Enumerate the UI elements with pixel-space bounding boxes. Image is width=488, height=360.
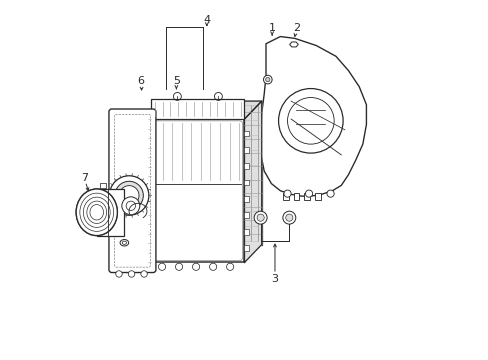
Circle shape xyxy=(158,263,165,270)
Bar xyxy=(97,189,123,235)
Polygon shape xyxy=(260,37,366,196)
Bar xyxy=(151,99,244,119)
Ellipse shape xyxy=(122,241,126,244)
Bar xyxy=(314,193,320,200)
Polygon shape xyxy=(147,101,261,119)
Circle shape xyxy=(122,197,140,215)
Text: 8: 8 xyxy=(135,175,142,185)
Polygon shape xyxy=(244,101,261,262)
Circle shape xyxy=(116,271,122,277)
Bar xyxy=(244,229,248,235)
Bar xyxy=(244,245,248,251)
Text: 4: 4 xyxy=(203,15,210,26)
Circle shape xyxy=(109,176,148,215)
Circle shape xyxy=(119,186,139,205)
Text: 3: 3 xyxy=(271,274,278,284)
Bar xyxy=(244,131,248,136)
FancyBboxPatch shape xyxy=(109,109,156,273)
Text: 7: 7 xyxy=(81,173,88,183)
Bar xyxy=(244,163,248,169)
Circle shape xyxy=(284,190,290,197)
Bar xyxy=(164,101,261,244)
Circle shape xyxy=(141,271,147,277)
Polygon shape xyxy=(289,42,298,47)
Circle shape xyxy=(278,89,343,153)
Circle shape xyxy=(285,214,292,221)
Bar xyxy=(100,183,106,188)
Circle shape xyxy=(287,98,333,144)
Circle shape xyxy=(326,190,333,197)
Circle shape xyxy=(126,201,135,211)
Bar xyxy=(147,119,244,262)
Bar xyxy=(244,196,248,202)
Circle shape xyxy=(226,263,233,270)
Bar xyxy=(244,147,248,153)
Bar xyxy=(293,193,299,200)
Text: 6: 6 xyxy=(137,76,143,86)
Bar xyxy=(304,193,309,200)
Circle shape xyxy=(254,211,266,224)
Text: 5: 5 xyxy=(173,76,180,86)
Ellipse shape xyxy=(76,189,117,235)
Circle shape xyxy=(282,211,295,224)
Circle shape xyxy=(209,263,216,270)
Text: 1: 1 xyxy=(268,23,275,33)
Ellipse shape xyxy=(120,239,128,246)
Circle shape xyxy=(128,271,135,277)
Circle shape xyxy=(263,75,271,84)
Circle shape xyxy=(305,190,312,197)
Circle shape xyxy=(115,181,143,210)
Text: 2: 2 xyxy=(292,23,300,33)
Bar xyxy=(282,193,288,200)
Circle shape xyxy=(257,214,264,221)
Bar xyxy=(244,212,248,218)
Bar xyxy=(244,180,248,185)
Circle shape xyxy=(192,263,199,270)
Text: 9: 9 xyxy=(121,243,128,253)
Circle shape xyxy=(265,77,269,82)
Circle shape xyxy=(175,263,182,270)
